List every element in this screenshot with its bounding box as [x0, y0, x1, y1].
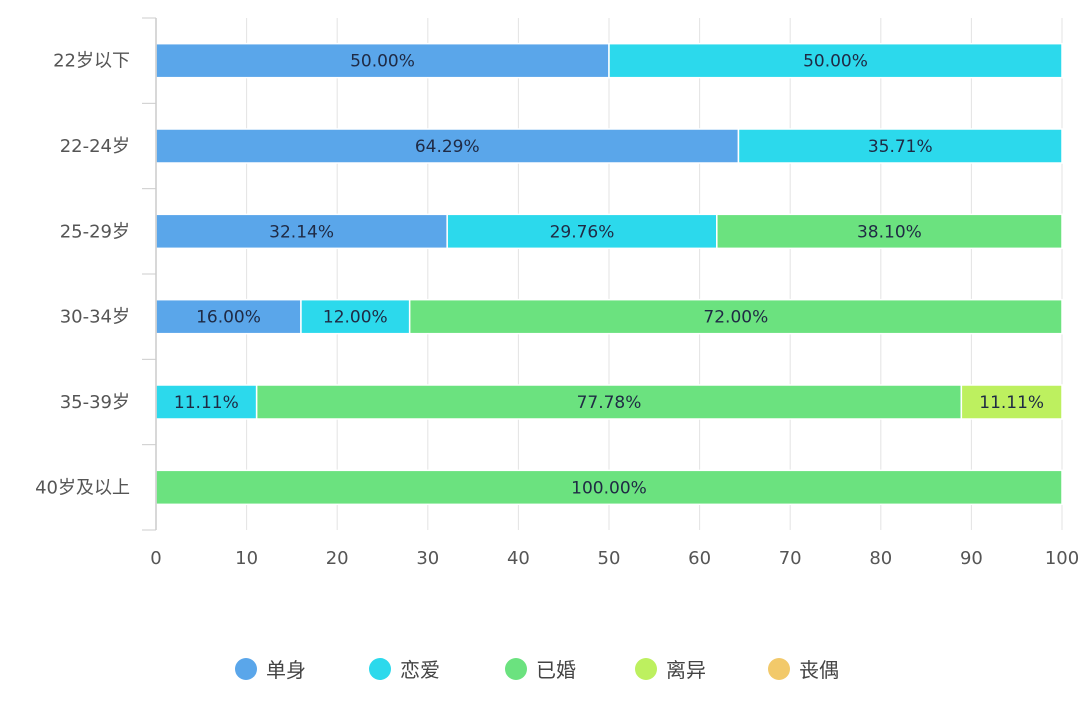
bar-segment[interactable]	[155, 128, 740, 164]
x-tick-label: 30	[416, 548, 439, 569]
legend-swatch	[235, 658, 257, 680]
category-label: 22岁以下	[53, 51, 130, 72]
x-tick-label: 80	[869, 548, 892, 569]
category-label: 22-24岁	[60, 136, 130, 157]
bar-segment[interactable]	[737, 128, 1063, 164]
legend-item[interactable]: 已婚	[505, 658, 576, 682]
bar-value-label: 38.10%	[857, 222, 922, 242]
category-label: 30-34岁	[60, 307, 130, 328]
legend-item[interactable]: 恋爱	[369, 658, 440, 682]
bar-segment[interactable]	[608, 42, 1063, 79]
category-label: 25-29岁	[60, 221, 130, 242]
bars-group: 50.00% 50.00% 64.29% 35.71% 32.14% 29.76% 38.1…	[155, 42, 1063, 506]
bar-segment[interactable]	[255, 384, 963, 420]
bar-value-label: 29.76%	[550, 222, 615, 242]
bar-segment[interactable]	[408, 298, 1063, 335]
bar-segment[interactable]	[155, 469, 1063, 506]
bar-value-label: 11.11%	[979, 393, 1044, 413]
bar-segment[interactable]	[155, 213, 448, 250]
legend-item[interactable]: 单身	[235, 658, 306, 682]
bar-segment[interactable]	[300, 298, 411, 335]
bar-segment[interactable]	[960, 384, 1063, 420]
bar-segment[interactable]	[155, 298, 302, 335]
legend-swatch	[768, 658, 790, 680]
category-label: 40岁及以上	[35, 477, 130, 498]
bar-segment[interactable]	[155, 384, 258, 420]
bar-value-label: 64.29%	[415, 137, 480, 157]
grid-lines	[246, 18, 1063, 530]
x-tick-label: 90	[960, 548, 983, 569]
x-tick-label: 60	[688, 548, 711, 569]
bar-segment[interactable]	[716, 213, 1063, 250]
legend-label: 离异	[666, 658, 706, 682]
x-tick-label: 10	[235, 548, 258, 569]
x-tick-label: 40	[507, 548, 530, 569]
bar-value-label: 50.00%	[803, 52, 868, 72]
legend-item[interactable]: 离异	[635, 658, 706, 682]
legend-item[interactable]: 丧偶	[768, 658, 839, 682]
legend-swatch	[369, 658, 391, 680]
bar-value-label: 16.00%	[196, 308, 261, 328]
bar-value-label: 50.00%	[350, 52, 415, 72]
bar-value-label: 72.00%	[703, 308, 768, 328]
legend-label: 恋爱	[400, 658, 440, 682]
legend-label: 丧偶	[799, 658, 839, 682]
x-tick-label: 0	[150, 548, 161, 569]
bar-segment[interactable]	[446, 213, 718, 250]
legend-label: 单身	[266, 658, 306, 682]
x-tick-label: 20	[326, 548, 349, 569]
axes: 0 10 20 30 40 50 60 70 80 90 100 22岁以下 22-24岁 25-29岁 3…	[35, 17, 1079, 569]
legend-swatch	[505, 658, 527, 680]
bar-value-label: 35.71%	[868, 137, 933, 157]
legend-swatch	[635, 658, 657, 680]
category-label: 35-39岁	[60, 392, 130, 413]
bar-value-label: 77.78%	[577, 393, 642, 413]
bar-value-label: 100.00%	[571, 478, 647, 498]
bar-value-label: 11.11%	[174, 393, 239, 413]
x-tick-label: 50	[598, 548, 621, 569]
legend-label: 已婚	[536, 658, 576, 682]
bar-value-label: 12.00%	[323, 308, 388, 328]
x-tick-label: 70	[779, 548, 802, 569]
x-tick-label: 100	[1045, 548, 1079, 569]
bar-value-label: 32.14%	[269, 222, 334, 242]
legend[interactable]: 单身 恋爱 已婚 离异 丧偶	[235, 658, 839, 682]
